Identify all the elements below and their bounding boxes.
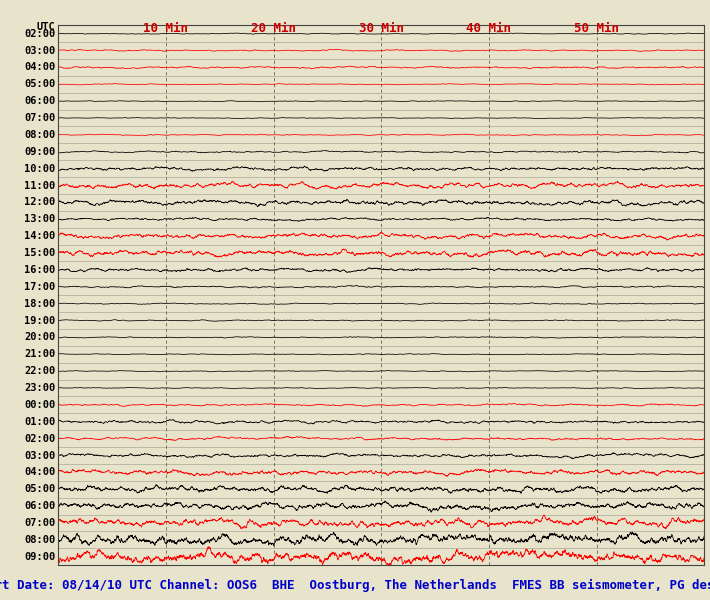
- Text: 21:00: 21:00: [24, 349, 55, 359]
- Text: 02:00: 02:00: [24, 29, 55, 38]
- Text: 12:00: 12:00: [24, 197, 55, 208]
- Text: 05:00: 05:00: [24, 79, 55, 89]
- Text: 00:00: 00:00: [24, 400, 55, 410]
- Text: 18:00: 18:00: [24, 299, 55, 308]
- Text: 20 Min: 20 Min: [251, 22, 296, 35]
- Text: 10 Min: 10 Min: [143, 22, 188, 35]
- Text: 40 Min: 40 Min: [466, 22, 511, 35]
- Text: 14:00: 14:00: [24, 231, 55, 241]
- Text: 50 Min: 50 Min: [574, 22, 619, 35]
- Text: 03:00: 03:00: [24, 46, 55, 56]
- Text: 04:00: 04:00: [24, 467, 55, 478]
- Text: 13:00: 13:00: [24, 214, 55, 224]
- Text: 23:00: 23:00: [24, 383, 55, 393]
- Text: 19:00: 19:00: [24, 316, 55, 326]
- Text: 15:00: 15:00: [24, 248, 55, 258]
- Text: 22:00: 22:00: [24, 366, 55, 376]
- Text: 06:00: 06:00: [24, 501, 55, 511]
- Text: 01:00: 01:00: [24, 417, 55, 427]
- Text: 02:00: 02:00: [24, 434, 55, 443]
- Text: 07:00: 07:00: [24, 518, 55, 528]
- Text: 16:00: 16:00: [24, 265, 55, 275]
- Text: 20:00: 20:00: [24, 332, 55, 343]
- Text: 03:00: 03:00: [24, 451, 55, 461]
- Text: 30 Min: 30 Min: [359, 22, 404, 35]
- Text: UTC: UTC: [37, 22, 55, 32]
- Text: 10:00: 10:00: [24, 164, 55, 173]
- Text: 11:00: 11:00: [24, 181, 55, 191]
- Text: 05:00: 05:00: [24, 484, 55, 494]
- Text: Start Date: 08/14/10 UTC Channel: OOS6  BHE  Oostburg, The Netherlands  FMES BB : Start Date: 08/14/10 UTC Channel: OOS6 B…: [0, 579, 710, 592]
- Text: 04:00: 04:00: [24, 62, 55, 73]
- Text: 06:00: 06:00: [24, 96, 55, 106]
- Text: 08:00: 08:00: [24, 535, 55, 545]
- Text: 07:00: 07:00: [24, 113, 55, 123]
- Text: 17:00: 17:00: [24, 282, 55, 292]
- Text: 09:00: 09:00: [24, 147, 55, 157]
- Text: 08:00: 08:00: [24, 130, 55, 140]
- Text: 09:00: 09:00: [24, 552, 55, 562]
